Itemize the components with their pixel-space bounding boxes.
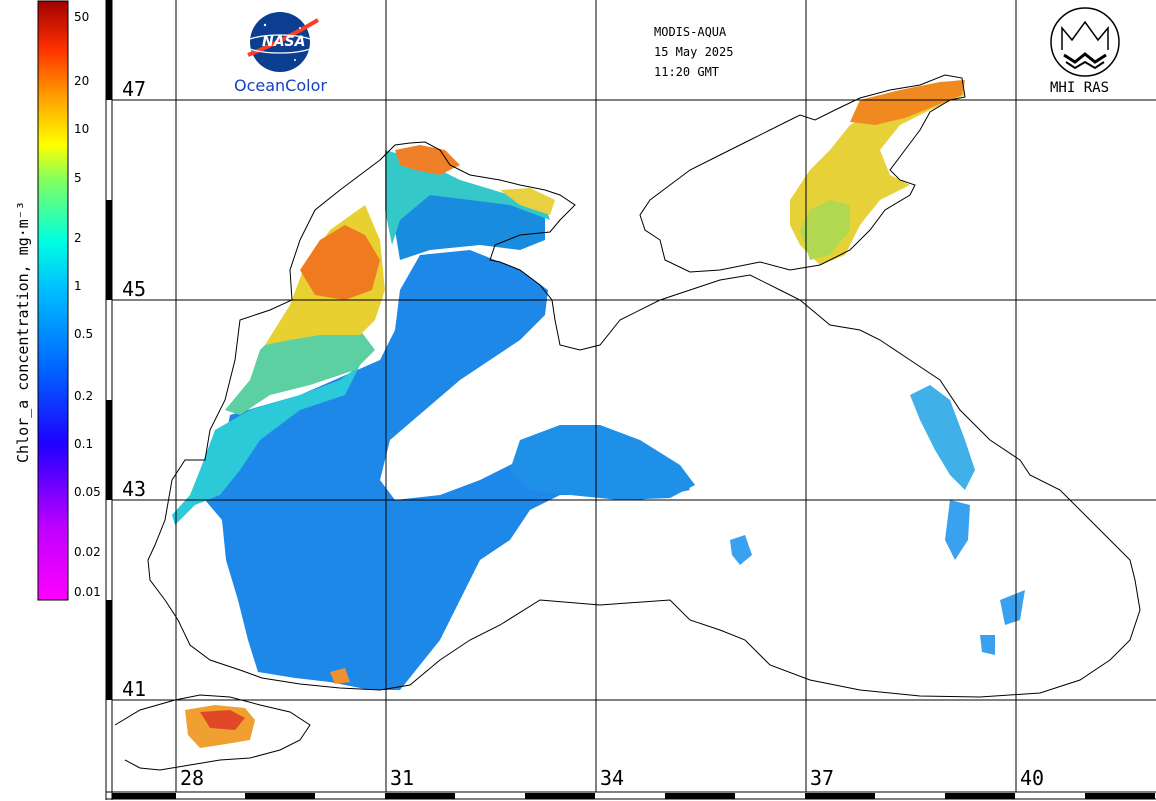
- azov-sea-green: [800, 200, 850, 260]
- eastern-streaks-3: [730, 535, 752, 565]
- nasa-wordmark: NASA: [262, 34, 306, 50]
- colorbar-tick: 0.5: [74, 327, 94, 341]
- graticule: [112, 0, 1156, 792]
- colorbar-tick: 0.01: [74, 585, 101, 599]
- colorbar-tick: 0.05: [74, 485, 101, 499]
- karkinit-yellow: [500, 188, 555, 215]
- left-ruler: [105, 0, 113, 800]
- azov-sea-orange: [850, 80, 965, 125]
- colorbar-strip: [37, 0, 69, 601]
- latitude-label: 47: [120, 77, 149, 101]
- latitude-label: 43: [120, 477, 149, 501]
- longitude-label: 28: [180, 766, 205, 790]
- central-blue-patch: [510, 425, 695, 500]
- dnieper-plume-orange: [395, 145, 460, 175]
- longitude-label: 34: [600, 766, 625, 790]
- latitude-label: 41: [120, 677, 149, 701]
- colorbar-tick: 5: [74, 171, 82, 185]
- eastern-streaks-4: [1000, 590, 1025, 625]
- colorbar-tick: 20: [74, 74, 90, 88]
- marmara-coast: [114, 694, 311, 771]
- longitude-label: 31: [390, 766, 415, 790]
- eastern-streaks-5: [980, 635, 995, 655]
- marmara-sea-red: [200, 710, 245, 730]
- colorbar-tick: 0.02: [74, 545, 101, 559]
- colorbar-tick: 0.1: [74, 437, 94, 451]
- colorbar-tick: 50: [74, 10, 90, 24]
- mhi-ras-logo: [1050, 7, 1120, 77]
- colorbar-tick: 1: [74, 279, 82, 293]
- latitude-label: 45: [120, 277, 149, 301]
- danube-shelf-green: [225, 320, 375, 415]
- colorbar-title: Chlor_a concentration, mg·m⁻³: [14, 201, 32, 463]
- western-basin-low-chl: [205, 250, 690, 690]
- mhi-ras-caption: MHI RAS: [1050, 80, 1110, 96]
- time-label: 11:20 GMT: [654, 65, 720, 79]
- azov-coast: [639, 74, 966, 273]
- nasa-logo: [243, 12, 320, 72]
- longitude-label: 40: [1020, 766, 1045, 790]
- colorbar-tick: 10: [74, 122, 90, 136]
- colorbar-tick: 0.2: [74, 389, 94, 403]
- eastern-streaks-1: [910, 385, 975, 490]
- longitude-label: 37: [810, 766, 835, 790]
- danube-plume-orange: [300, 225, 380, 300]
- coastline: [114, 74, 1141, 771]
- date-label: 15 May 2025: [654, 45, 734, 59]
- eastern-streaks-2: [945, 500, 970, 560]
- sensor-label: MODIS-AQUA: [654, 25, 727, 39]
- dnieper-plume-cyan: [385, 150, 550, 245]
- bottom-ruler: [106, 791, 1156, 800]
- chlorophyll-field: [172, 80, 1025, 748]
- colorbar-tick: 2: [74, 231, 82, 245]
- western-coast: [147, 141, 1141, 698]
- western-shelf-cyan: [172, 365, 360, 525]
- ocean-color-caption: OceanColor: [234, 76, 327, 95]
- bosporus-spot: [330, 668, 350, 684]
